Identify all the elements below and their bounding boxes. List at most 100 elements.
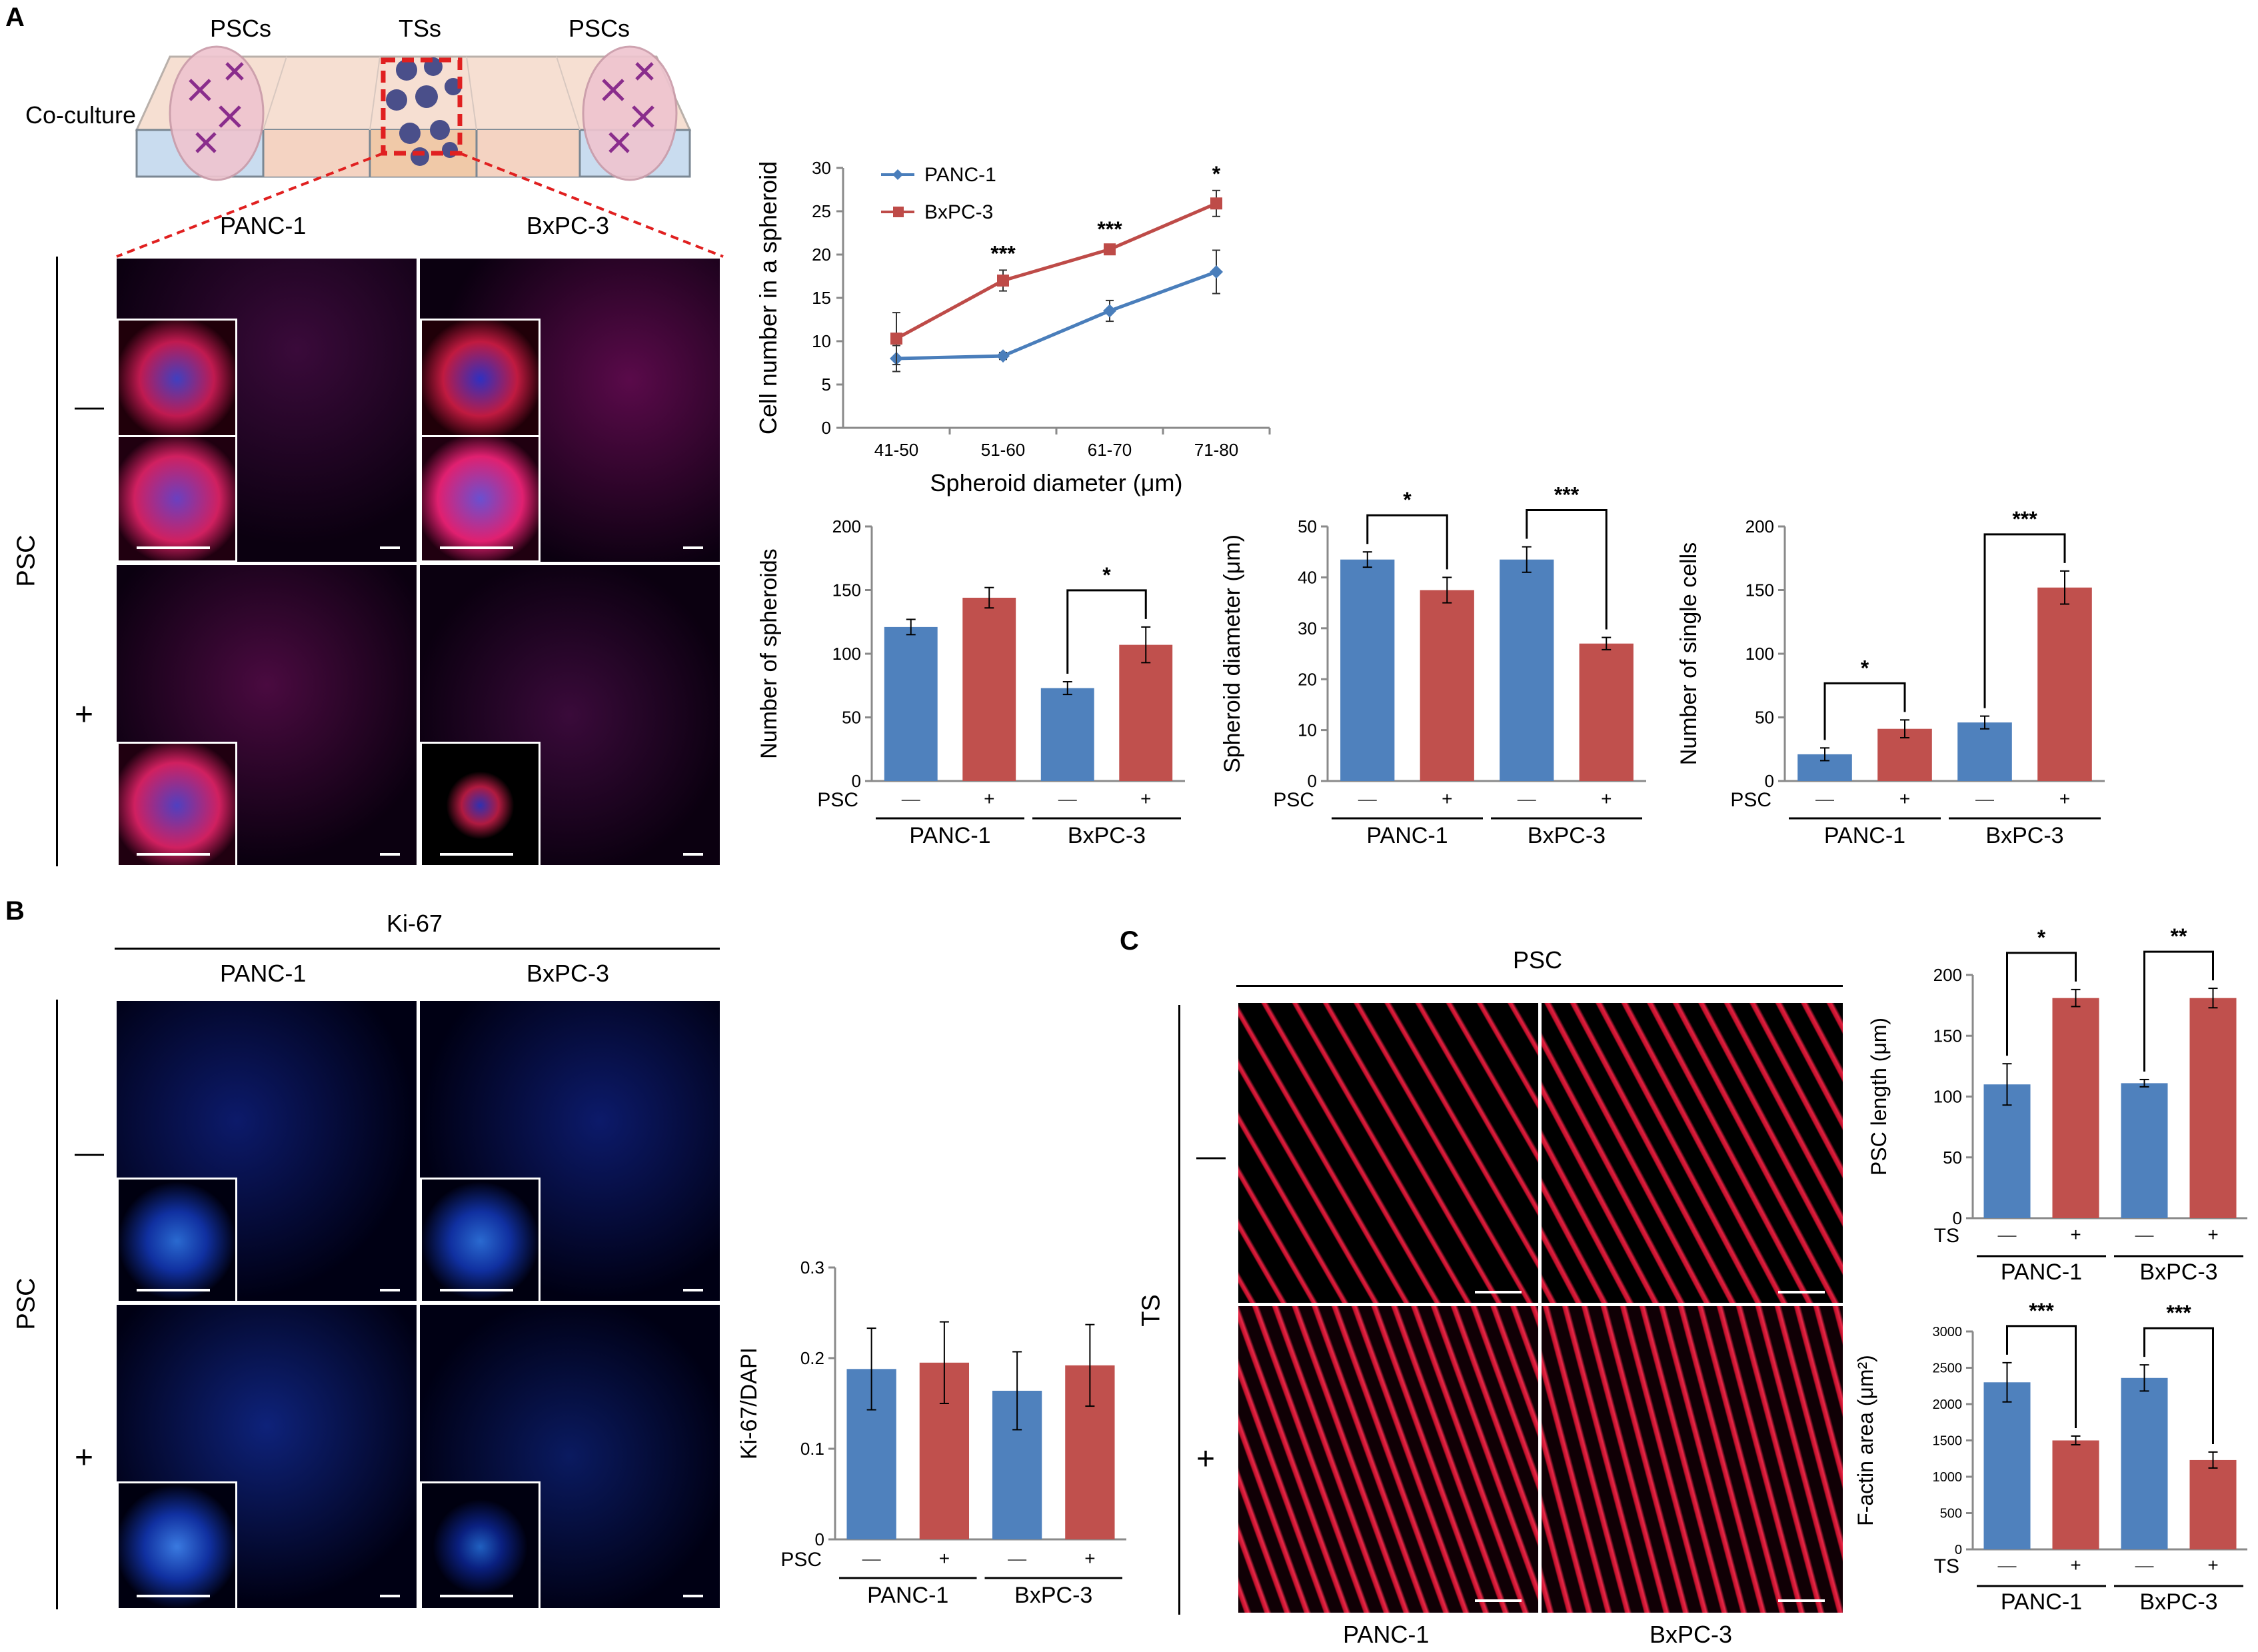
line-point-1-0: [890, 333, 902, 345]
inset-a-bxpc3-minus-2: [420, 435, 541, 562]
line-series-0: [896, 270, 1217, 361]
spheroids-bar-0: [884, 626, 938, 781]
scale-bar: [683, 1289, 703, 1291]
psclen-sign-3: +: [2207, 1224, 2218, 1245]
micrograph-a-bxpc3-minus: [420, 259, 720, 562]
inset-a-bxpc3-minus-1: [420, 319, 541, 439]
line-point-1-1: [997, 275, 1009, 287]
micrograph-b-panc1-plus: [117, 1305, 417, 1608]
scale-bar: [440, 1595, 513, 1597]
panel-label-b: B: [5, 896, 25, 926]
line-y-tick-label: 20: [812, 245, 831, 265]
factin-group-label-0: PANC-1: [2001, 1589, 2082, 1615]
factin-y-tick-label: 2500: [1933, 1361, 1963, 1376]
factin-bar-2: [2121, 1377, 2168, 1549]
line-series-1: [895, 202, 1217, 341]
scale-bar: [683, 853, 703, 856]
micrograph-a-panc1-plus: [117, 565, 417, 865]
singles-sign-2: —: [1975, 788, 1994, 809]
singles-sign-3: +: [2059, 788, 2070, 809]
scale-bar: [137, 1289, 210, 1291]
diameter-bar-0: [1340, 559, 1395, 781]
imaging-c-col-bxpc3: BxPC-3: [1650, 1621, 1733, 1648]
factin-bar-1: [2052, 1440, 2099, 1549]
psclen-sig-bracket-0: [2006, 952, 2077, 1056]
scale-bar: [440, 546, 513, 549]
singles-sig-label-1: ***: [2012, 507, 2037, 531]
ki67-factor-label: PSC: [780, 1549, 822, 1571]
ki67-group-label-1: BxPC-3: [1014, 1583, 1092, 1608]
factin-y-axis-label: F-actin area (μm²): [1853, 1355, 1877, 1526]
spheroids-y-tick-label: 150: [832, 580, 861, 600]
diameter-sign-3: +: [1601, 788, 1612, 809]
factin-y-tick-label: 2000: [1933, 1397, 1963, 1412]
ki67-y-tick-label: 0: [815, 1529, 824, 1549]
singles-y-axis-label: Number of single cells: [1676, 542, 1701, 765]
panel-label-a: A: [5, 3, 25, 32]
diameter-sig-label-1: ***: [1554, 483, 1580, 507]
imaging-a-row-line: [56, 257, 58, 866]
scale-bar: [380, 853, 400, 856]
imaging-b-col-panc1: PANC-1: [220, 960, 307, 987]
singles-group-label-1: BxPC-3: [1985, 823, 2063, 848]
diameter-sign-1: +: [1442, 788, 1452, 809]
imaging-c-top-line: [1236, 985, 1843, 987]
panel-label-c: C: [1120, 926, 1139, 956]
diameter-group-label-1: BxPC-3: [1528, 823, 1606, 848]
factin-bar-3: [2189, 1459, 2237, 1549]
ki67-y-tick-label: 0.3: [800, 1257, 824, 1277]
ki67-sign-0: —: [862, 1548, 881, 1569]
diameter-sign-0: —: [1358, 788, 1377, 809]
legend-marker-1: [893, 207, 904, 217]
schematic-psc-right: PSCs: [568, 15, 630, 42]
scale-bar: [1475, 1599, 1522, 1602]
line-x-tick-label: 51-60: [981, 440, 1026, 460]
inset-b-panc1-plus: [117, 1481, 237, 1608]
imaging-c-col-panc1: PANC-1: [1343, 1621, 1430, 1648]
schematic-psc-left: PSCs: [210, 15, 272, 42]
factin-sig-label-1: ***: [2166, 1301, 2191, 1325]
diameter-y-axis-label: Spheroid diameter (μm): [1220, 534, 1245, 773]
line-y-tick-label: 10: [812, 331, 831, 351]
ki67-sign-2: —: [1008, 1548, 1026, 1569]
line-y-axis-label: Cell number in a spheroid: [754, 161, 782, 434]
imaging-b-col-bxpc3: BxPC-3: [527, 960, 610, 987]
spheroids-sign-1: +: [984, 788, 994, 809]
singles-sign-0: —: [1815, 788, 1834, 809]
singles-y-tick-label: 100: [1745, 644, 1774, 664]
line-annotation-2: ***: [1097, 217, 1122, 241]
factin-sign-3: +: [2207, 1555, 2218, 1575]
inset-a-panc1-plus: [117, 742, 237, 865]
psclen-y-axis-label: PSC length (μm): [1867, 1018, 1891, 1176]
line-point-0-1: [996, 349, 1010, 363]
diameter-bar-3: [1579, 643, 1634, 781]
inset-a-panc1-minus-2: [117, 435, 237, 562]
ki67-sign-3: +: [1084, 1548, 1095, 1569]
inset-a-bxpc3-plus: [420, 742, 541, 865]
scale-bar: [380, 1595, 400, 1597]
legend-label-1: BxPC-3: [924, 201, 993, 223]
legend-label-0: PANC-1: [924, 164, 996, 186]
diameter-sig-bracket-1: [1526, 509, 1608, 630]
micrograph-b-panc1-minus: [117, 1001, 417, 1301]
scale-bar: [683, 1595, 703, 1597]
factin-bar-0: [1983, 1382, 2031, 1549]
micrograph-b-bxpc3-plus: [420, 1305, 720, 1608]
micrograph-c-panc1-plus: [1238, 1306, 1538, 1613]
spheroids-factor-label: PSC: [817, 789, 858, 811]
imaging-c-row-plus: +: [1196, 1441, 1216, 1477]
singles-y-tick-label: 150: [1745, 580, 1774, 600]
psclen-sign-0: —: [1998, 1224, 2017, 1245]
psclen-sign-2: —: [2135, 1224, 2154, 1245]
inset-b-bxpc3-plus: [420, 1481, 541, 1608]
scale-bar: [137, 853, 210, 856]
micrograph-a-bxpc3-plus: [420, 565, 720, 865]
line-annotation-3: *: [1212, 162, 1221, 186]
imaging-c-top: PSC: [1513, 946, 1563, 974]
micrograph-b-bxpc3-minus: [420, 1001, 720, 1301]
factin-y-tick-label: 3000: [1933, 1325, 1963, 1339]
imaging-b-row-plus: +: [75, 1440, 94, 1475]
factin-y-tick-label: 1000: [1933, 1470, 1963, 1485]
scale-bar: [440, 853, 513, 856]
